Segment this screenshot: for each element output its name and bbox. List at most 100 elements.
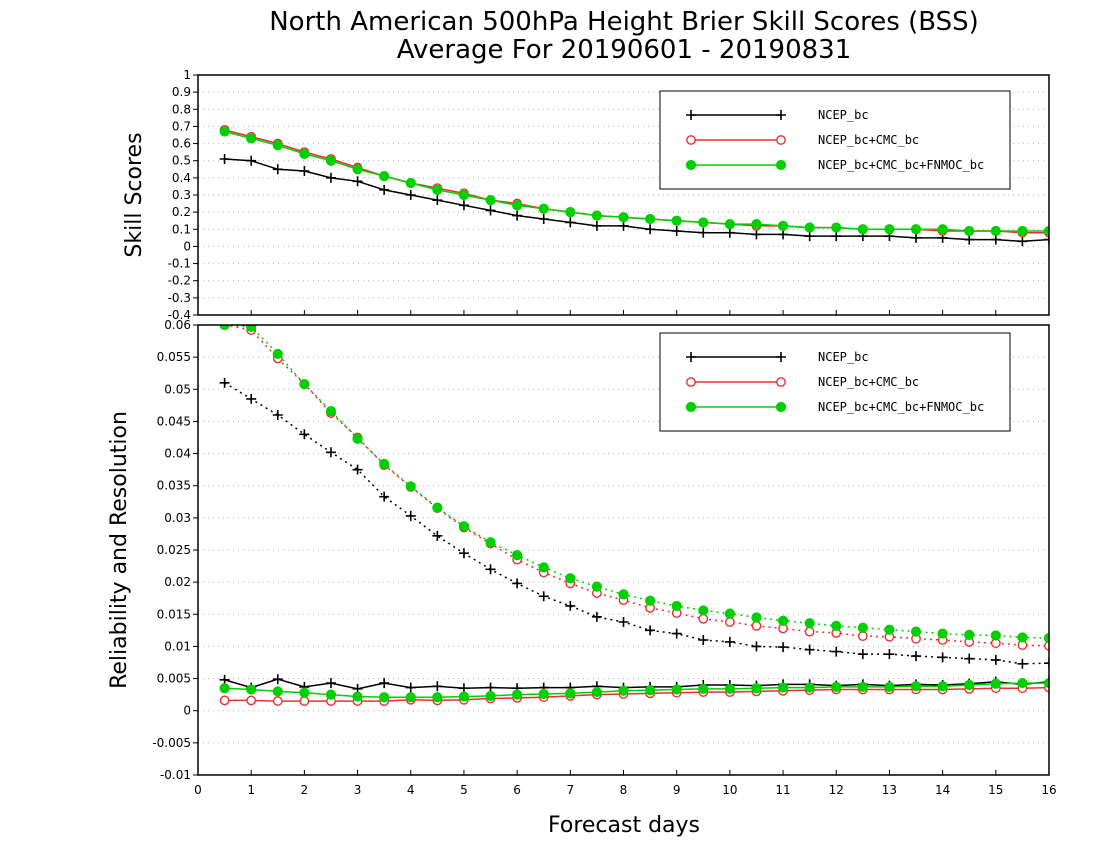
data-point	[432, 681, 443, 692]
data-point	[379, 184, 390, 195]
data-point	[219, 126, 230, 137]
data-point	[1043, 632, 1049, 644]
data-point	[458, 521, 470, 532]
data-point	[751, 612, 762, 623]
data-point	[1043, 225, 1049, 237]
data-point	[432, 692, 443, 703]
data-point	[1017, 632, 1028, 643]
legend-item-fnmoc: NCEP_bc+CMC_bc+FNMOC_bc	[685, 158, 984, 172]
chart-title-line-2: Average For 20190601 - 20190831	[397, 35, 852, 65]
data-point	[1017, 225, 1028, 237]
data-point	[618, 220, 629, 231]
data-point	[645, 224, 656, 235]
y-tick-label: 0.02	[164, 575, 191, 589]
data-point	[857, 649, 868, 660]
y-tick-label: 0.2	[172, 205, 191, 219]
data-point	[857, 224, 868, 235]
data-point	[458, 548, 469, 559]
x-tick-label: 0	[194, 783, 202, 797]
data-point	[937, 652, 948, 663]
data-point	[990, 630, 1001, 641]
data-point	[671, 215, 682, 226]
data-point	[910, 681, 922, 692]
data-point	[778, 642, 789, 653]
data-point	[299, 429, 310, 440]
x-tick-label: 15	[988, 783, 1003, 797]
y-tick-label: -0.1	[168, 257, 191, 271]
data-point	[246, 684, 257, 695]
data-point	[884, 224, 895, 235]
data-point	[246, 155, 257, 166]
data-point	[937, 224, 948, 235]
y-tick-label: 0.7	[172, 119, 191, 133]
data-point	[379, 171, 390, 182]
data-point	[831, 231, 842, 242]
data-point	[804, 626, 815, 637]
y-tick-label: -0.2	[168, 274, 191, 288]
data-point	[485, 195, 496, 206]
y-tick-label: 0	[183, 704, 191, 718]
data-point	[272, 348, 283, 360]
x-tick-label: 13	[882, 783, 897, 797]
legend-marker	[776, 135, 786, 145]
reliability-resolution-panel: -0.01 -0.005 0 0.005 0.01 0.015 0.02 0.025 0.03 0…	[152, 318, 1056, 797]
data-point	[591, 220, 602, 231]
data-point	[565, 207, 576, 218]
data-point	[1044, 658, 1049, 669]
x-tick-label: 6	[513, 783, 521, 797]
y-tick-label: 0.8	[172, 102, 191, 116]
data-point	[964, 679, 975, 691]
legend: NCEP_bc NCEP_bc+CMC_bc NCEP_bc+CMC_bc+FNMO…	[659, 90, 1011, 190]
data-point	[1017, 677, 1028, 689]
data-point	[246, 393, 257, 404]
plot-frame	[197, 324, 1050, 776]
data-point	[219, 695, 230, 706]
data-point	[724, 636, 735, 647]
data-point	[751, 219, 762, 230]
y-tick-label: -0.01	[160, 768, 191, 782]
x-tick-label: 8	[620, 783, 628, 797]
data-point	[1044, 234, 1049, 245]
y-tick-label: 0.025	[157, 543, 191, 557]
data-point	[299, 687, 310, 698]
data-point	[591, 210, 603, 221]
data-point	[990, 234, 1001, 245]
data-point	[538, 591, 549, 602]
legend-label: NCEP_bc+CMC_bc+FNMOC_bc	[818, 158, 984, 172]
data-point	[299, 166, 310, 176]
data-point	[379, 692, 390, 703]
legend-label: NCEP_bc+CMC_bc+FNMOC_bc	[818, 400, 984, 414]
legend-marker	[686, 352, 696, 362]
y-tick-label: 0.9	[172, 85, 191, 99]
legend-marker	[685, 401, 697, 413]
skill-scores-panel: -0.4 -0.3 -0.2 -0.1 0 0.1 0.2 0.3 0.4 0.5 0.6 0.7 0.…	[168, 68, 1050, 322]
legend-marker	[776, 352, 786, 362]
data-point	[751, 641, 762, 652]
data-point	[644, 685, 656, 696]
data-point	[618, 685, 629, 696]
data-point	[698, 227, 709, 238]
legend-marker	[775, 401, 787, 413]
data-point	[405, 510, 416, 521]
data-point	[964, 225, 975, 237]
data-point	[246, 133, 257, 144]
data-point	[219, 325, 230, 331]
data-point	[405, 177, 416, 189]
data-point	[804, 231, 815, 242]
data-point	[565, 600, 576, 611]
x-tick-label: 16	[1041, 783, 1056, 797]
y-tick-label: 0.5	[172, 154, 191, 168]
data-point	[432, 502, 443, 513]
data-point	[485, 537, 496, 548]
data-point	[671, 226, 682, 236]
y-tick-label: 0.4	[172, 171, 191, 185]
legend-marker	[775, 159, 787, 171]
data-point	[804, 618, 815, 629]
data-point	[831, 646, 842, 657]
data-point	[405, 682, 416, 693]
data-point	[804, 682, 815, 693]
data-point	[777, 682, 789, 693]
data-point	[352, 164, 363, 175]
series-line	[224, 678, 1049, 690]
